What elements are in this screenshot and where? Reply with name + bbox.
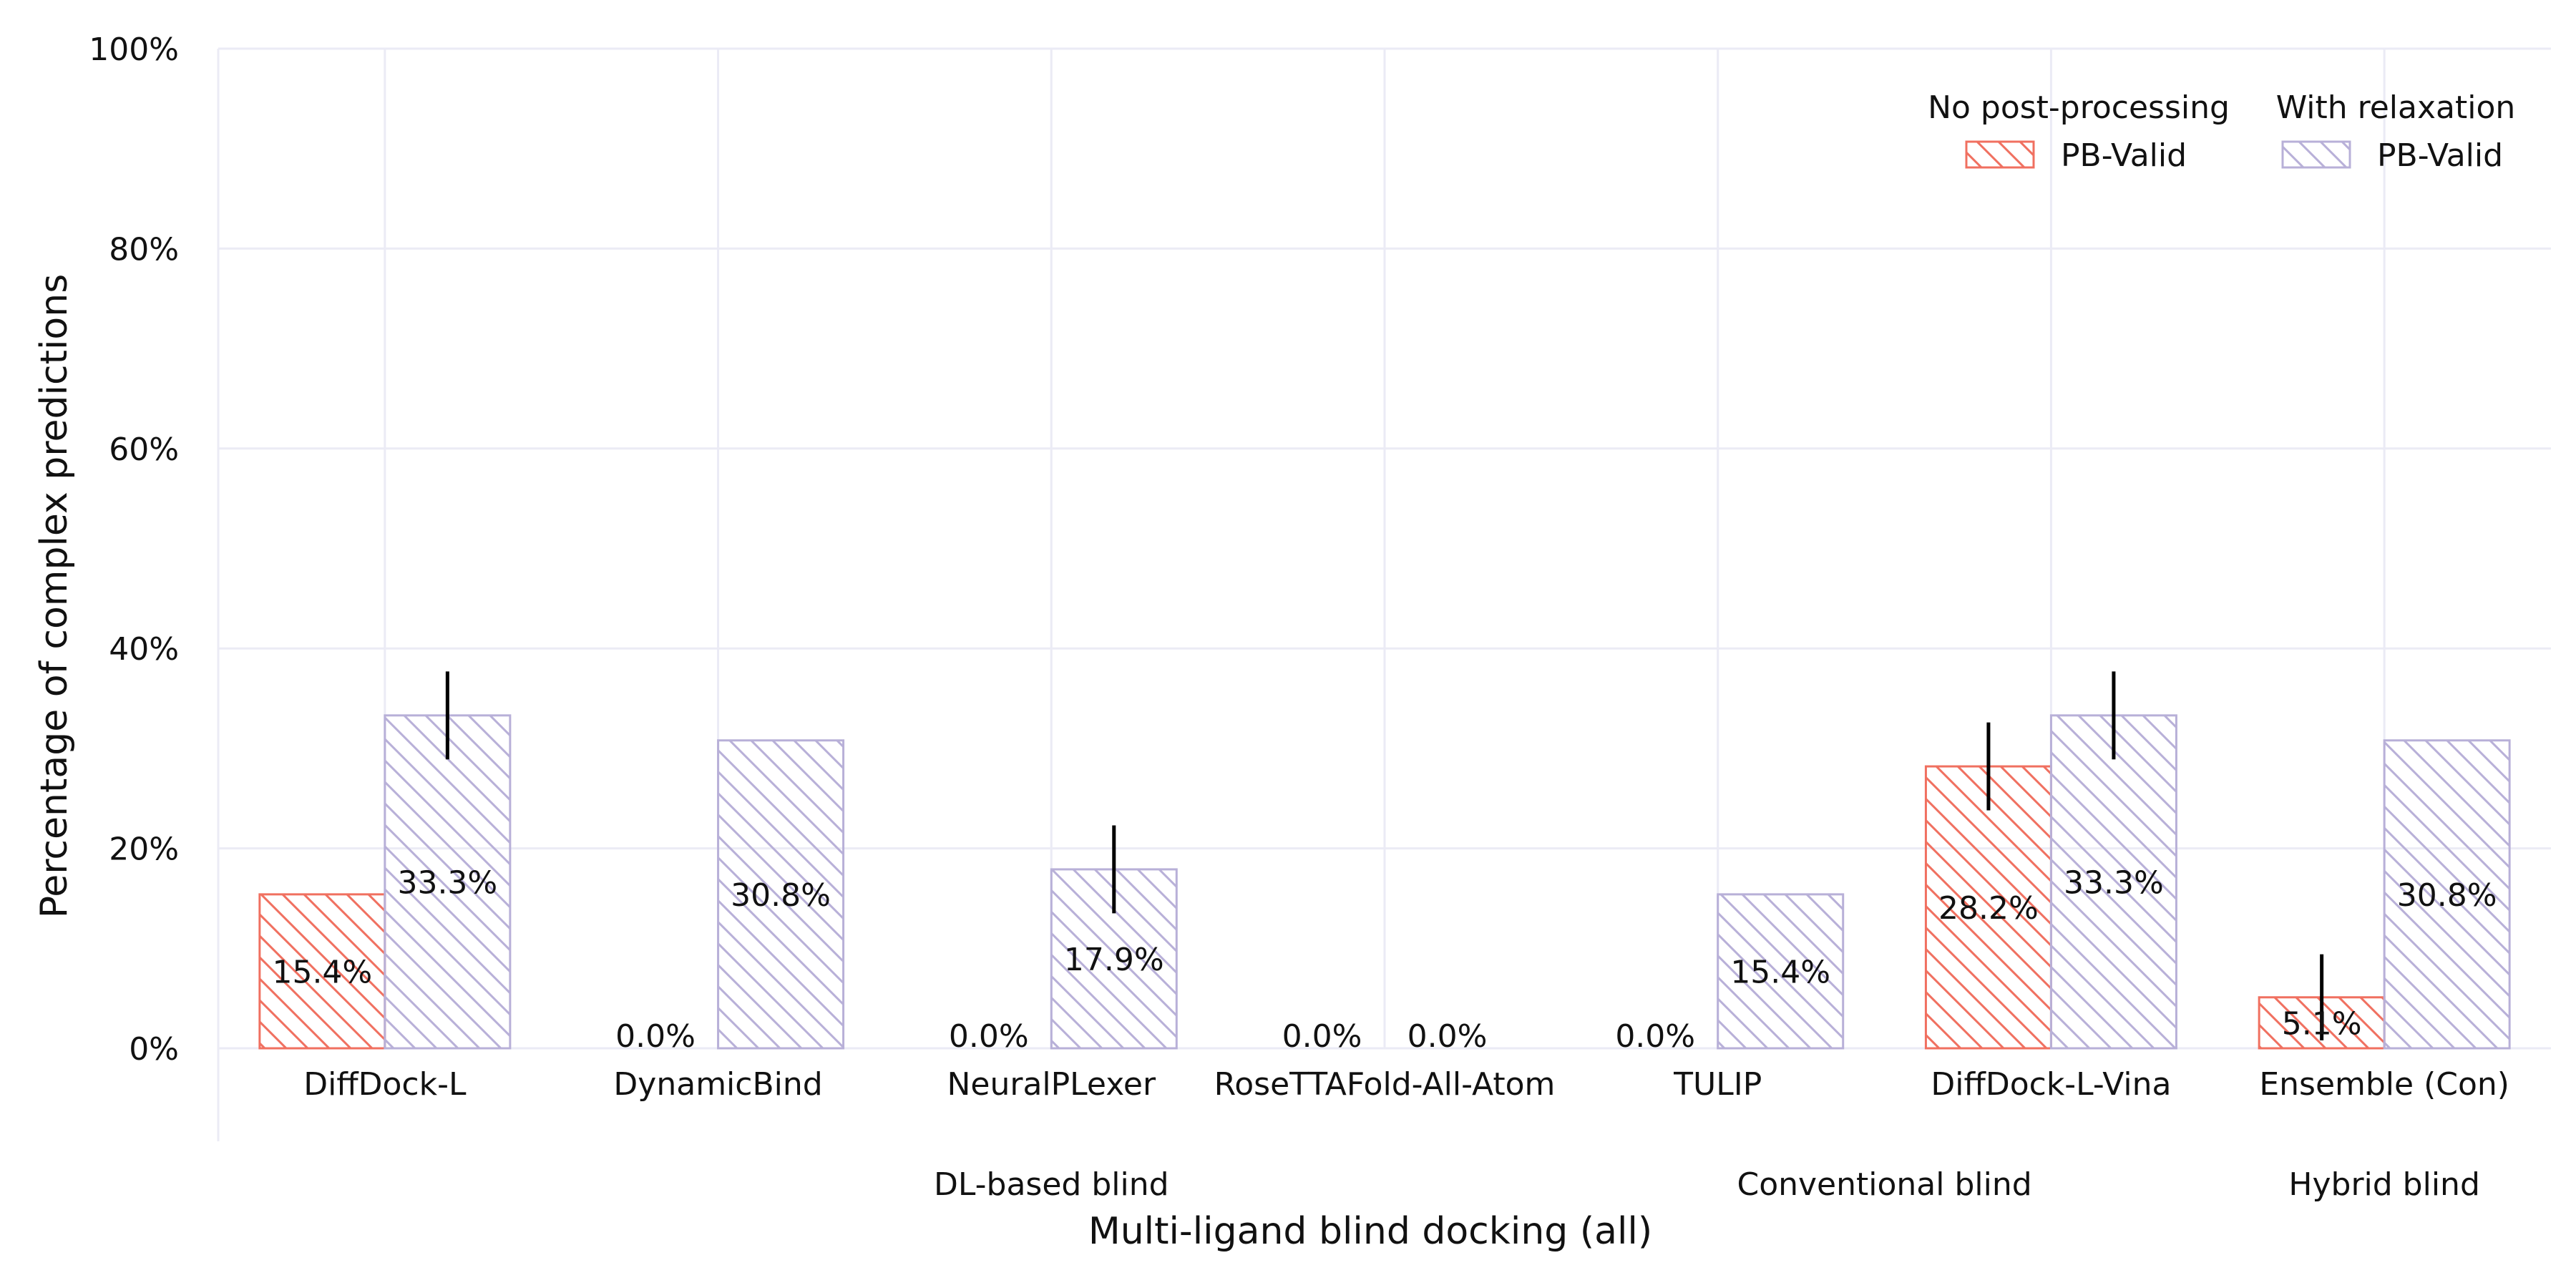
bar xyxy=(384,714,512,1050)
bar-value-label: 33.3% xyxy=(2064,864,2164,901)
group-label: Conventional blind xyxy=(1737,1166,2031,1203)
bar-value-label: 33.3% xyxy=(397,864,497,901)
bar-value-label: 0.0% xyxy=(949,1018,1029,1055)
y-tick-label: 40% xyxy=(109,631,179,668)
y-axis-title: Percentage of complex predictions xyxy=(33,274,76,919)
bar-value-label: 0.0% xyxy=(1615,1018,1695,1055)
bar-value-labels: 15.4% 0.0% 0.0% 0.0% 0.0% 28.2% 5.1% 33.3% 30.8%… xyxy=(272,864,2497,1055)
bar-value-label: 28.2% xyxy=(1938,890,2039,927)
bar-value-label: 15.4% xyxy=(272,954,372,990)
legend-label-no-post-processing: PB-Valid xyxy=(2061,137,2187,174)
x-tick-label: RoseTTAFold-All-Atom xyxy=(1214,1066,1556,1103)
legend-swatch-with-relaxation xyxy=(2281,140,2351,169)
x-tick-label: NeuralPLexer xyxy=(947,1066,1156,1103)
x-tick-labels: DiffDock-L DynamicBind NeuralPLexer RoseTTA… xyxy=(303,1066,2509,1103)
x-tick-label: TULIP xyxy=(1673,1066,1762,1103)
error-bars xyxy=(445,671,2324,1040)
bar-value-label: 30.8% xyxy=(731,877,831,914)
bar xyxy=(1717,893,1845,1050)
x-axis-title: Multi-ligand blind docking (all) xyxy=(1088,1210,1652,1253)
y-tick-labels: 0% 20% 40% 60% 80% 100% xyxy=(89,31,179,1068)
legend-heading-no-post-processing: No post-processing xyxy=(1928,89,2230,126)
group-labels: DL-based blind Conventional blind Hybrid b… xyxy=(934,1166,2480,1203)
x-tick-label: DynamicBind xyxy=(613,1066,822,1103)
legend-swatch-no-post-processing xyxy=(1965,140,2035,169)
grid xyxy=(218,47,2551,1050)
bar-value-label: 5.1% xyxy=(2282,1005,2362,1042)
bar-value-label: 0.0% xyxy=(1407,1018,1488,1055)
bar-value-label: 30.8% xyxy=(2397,877,2497,914)
bars xyxy=(258,714,2511,1050)
bar-value-label: 0.0% xyxy=(1282,1018,1362,1055)
bar-value-label: 0.0% xyxy=(615,1018,696,1055)
group-label: Hybrid blind xyxy=(2288,1166,2479,1203)
x-tick-label: DiffDock-L xyxy=(303,1066,467,1103)
legend: No post-processing PB-Valid With relaxat… xyxy=(1928,89,2515,174)
y-tick-label: 0% xyxy=(129,1031,179,1068)
y-tick-label: 20% xyxy=(109,831,179,868)
bar-value-label: 15.4% xyxy=(1730,954,1830,990)
bar-value-label: 17.9% xyxy=(1064,942,1164,978)
x-tick-label: DiffDock-L-Vina xyxy=(1931,1066,2171,1103)
group-label: DL-based blind xyxy=(934,1166,1169,1203)
bar xyxy=(717,739,845,1050)
y-tick-label: 80% xyxy=(109,231,179,268)
bar xyxy=(2383,739,2511,1050)
x-tick-label: Ensemble (Con) xyxy=(2259,1066,2509,1103)
bar xyxy=(2049,714,2177,1050)
legend-label-with-relaxation: PB-Valid xyxy=(2377,137,2503,174)
y-tick-label: 100% xyxy=(89,31,179,68)
y-tick-label: 60% xyxy=(109,431,179,468)
legend-heading-with-relaxation: With relaxation xyxy=(2276,89,2516,126)
